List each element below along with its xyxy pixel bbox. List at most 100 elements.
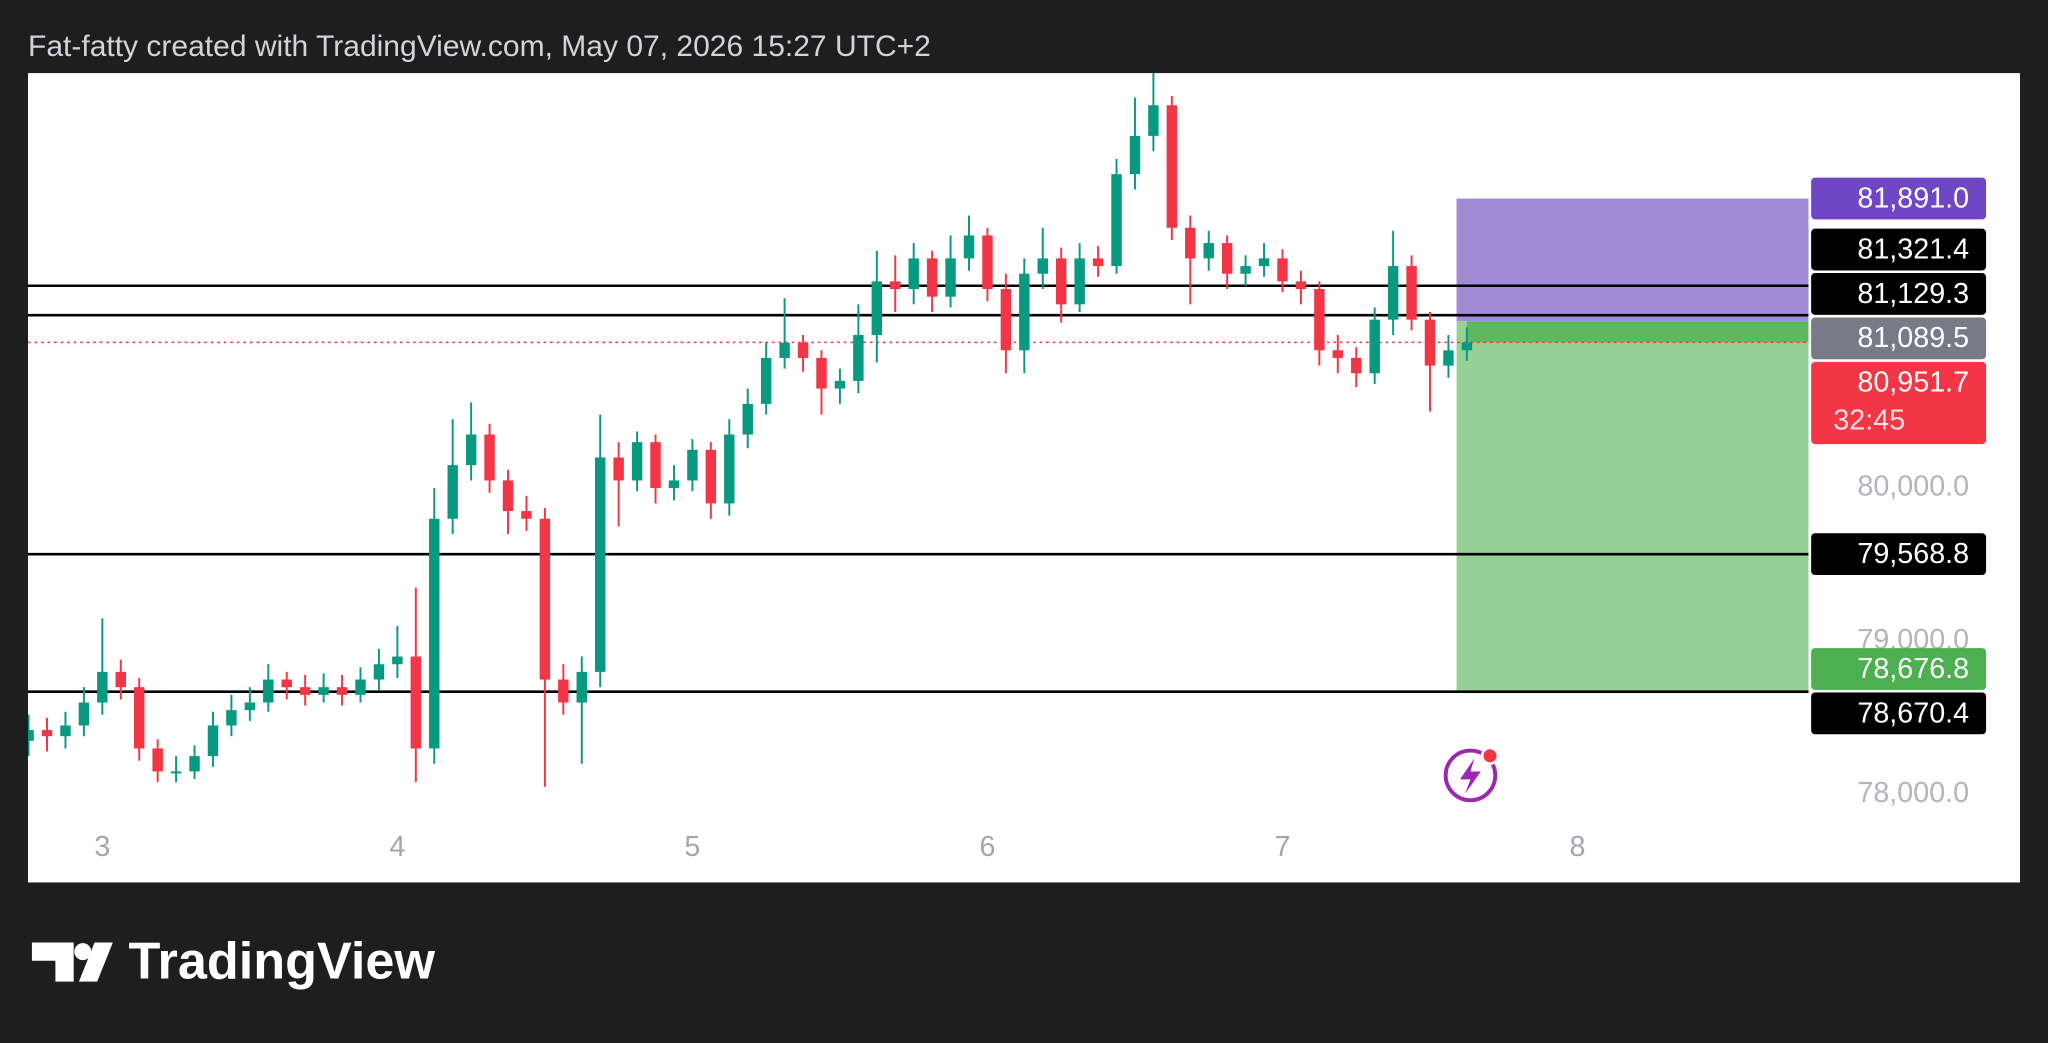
candle-body — [1074, 258, 1085, 305]
candle-body — [189, 756, 200, 772]
candle-body — [1424, 319, 1436, 366]
price-label: 81,321.4 — [1857, 233, 1969, 265]
candle-body — [1037, 258, 1048, 274]
candle-body — [1314, 289, 1325, 351]
x-tick-label: 5 — [684, 831, 700, 863]
x-tick-label: 4 — [389, 831, 405, 863]
candle-body — [1092, 258, 1104, 267]
candle-body — [1221, 243, 1233, 274]
position-stop-zone — [1456, 198, 1809, 322]
x-tick-label: 7 — [1275, 831, 1291, 863]
price-label: 78,670.4 — [1857, 697, 1969, 729]
candle-body — [853, 334, 864, 381]
candle-body — [1258, 258, 1270, 267]
candle-body — [134, 687, 145, 749]
candle-body — [318, 687, 329, 695]
price-label: 80,951.7 — [1857, 367, 1969, 399]
candle-body — [687, 449, 698, 481]
price-label: 78,676.8 — [1857, 653, 1969, 685]
candle-body — [27, 730, 34, 741]
candle-body — [724, 434, 735, 504]
x-tick-label: 3 — [94, 831, 110, 863]
candle-body — [1055, 258, 1067, 305]
price-label-box — [1811, 692, 1987, 735]
price-label-box — [1811, 177, 1987, 220]
candle-body — [41, 730, 53, 737]
candle-body — [1166, 105, 1178, 228]
candle-body — [1185, 227, 1196, 259]
candle-body — [263, 679, 274, 703]
price-label: 81,129.3 — [1857, 278, 1969, 310]
candle-body — [152, 748, 163, 772]
price-label-box — [1811, 273, 1987, 315]
candle-body — [631, 442, 643, 481]
candle-body — [760, 357, 772, 404]
price-label-box — [1811, 228, 1987, 271]
candle-body — [1019, 273, 1030, 351]
y-tick-label: 80,000.0 — [1857, 471, 1969, 503]
brand-name: TradingView — [129, 932, 436, 990]
candle-body — [1148, 105, 1159, 136]
header-title: Fat-fatty created with TradingView.com, … — [28, 30, 931, 63]
candle-body — [78, 702, 90, 726]
price-label-box — [1811, 361, 1987, 445]
position-target-zone — [1456, 321, 1809, 691]
candle-body — [1369, 319, 1380, 374]
candle-body — [816, 357, 827, 389]
candle-body — [97, 671, 108, 703]
plot-area — [27, 73, 1809, 787]
candle-body — [539, 518, 551, 680]
price-label-box — [1811, 648, 1987, 690]
candle-body — [650, 442, 661, 489]
candle-body — [1129, 135, 1141, 175]
candle-body — [1240, 266, 1251, 274]
candle-body — [576, 671, 587, 703]
candle-body — [1443, 350, 1454, 366]
candle-body — [1351, 357, 1362, 374]
candle-body — [484, 434, 495, 481]
candle-body — [926, 258, 938, 297]
price-label: 81,089.5 — [1857, 322, 1969, 354]
candle-body — [742, 403, 753, 435]
candle-body — [207, 725, 219, 757]
lightning-icon — [1443, 746, 1500, 803]
candle-body — [890, 281, 901, 290]
candle-body — [1387, 266, 1399, 320]
candle-body — [705, 449, 717, 504]
candle-body — [1461, 342, 1473, 351]
candle-body — [871, 281, 883, 335]
candle-body — [1406, 266, 1417, 320]
brand-logo — [31, 942, 113, 982]
price-label-box — [1811, 317, 1987, 360]
price-countdown: 32:45 — [1833, 404, 1905, 436]
candle-body — [1203, 243, 1214, 259]
candle-body — [336, 687, 348, 695]
candle-body — [668, 480, 680, 489]
candle-body — [170, 771, 182, 774]
candle-body — [1332, 350, 1344, 358]
candle-body — [60, 725, 71, 737]
candle-body — [392, 656, 403, 665]
candle-body — [299, 687, 311, 695]
candle-body — [1111, 174, 1122, 267]
candle-body — [465, 434, 477, 466]
candle-body — [447, 465, 458, 519]
candle-body — [779, 342, 790, 358]
candle-body — [908, 258, 919, 290]
candle-body — [834, 380, 846, 389]
candle-body — [244, 702, 256, 711]
candle-body — [797, 342, 809, 358]
candle-body — [281, 679, 292, 688]
position-open-profit — [1466, 321, 1809, 343]
y-tick-label: 78,000.0 — [1857, 777, 1969, 809]
candle-body — [410, 656, 422, 749]
price-label: 79,568.8 — [1857, 538, 1969, 570]
price-label: 81,891.0 — [1857, 182, 1969, 214]
candle-body — [1000, 289, 1012, 351]
candle-body — [613, 457, 624, 481]
candle-body — [226, 710, 237, 726]
candle-body — [963, 235, 975, 259]
candle-body — [1277, 258, 1288, 282]
